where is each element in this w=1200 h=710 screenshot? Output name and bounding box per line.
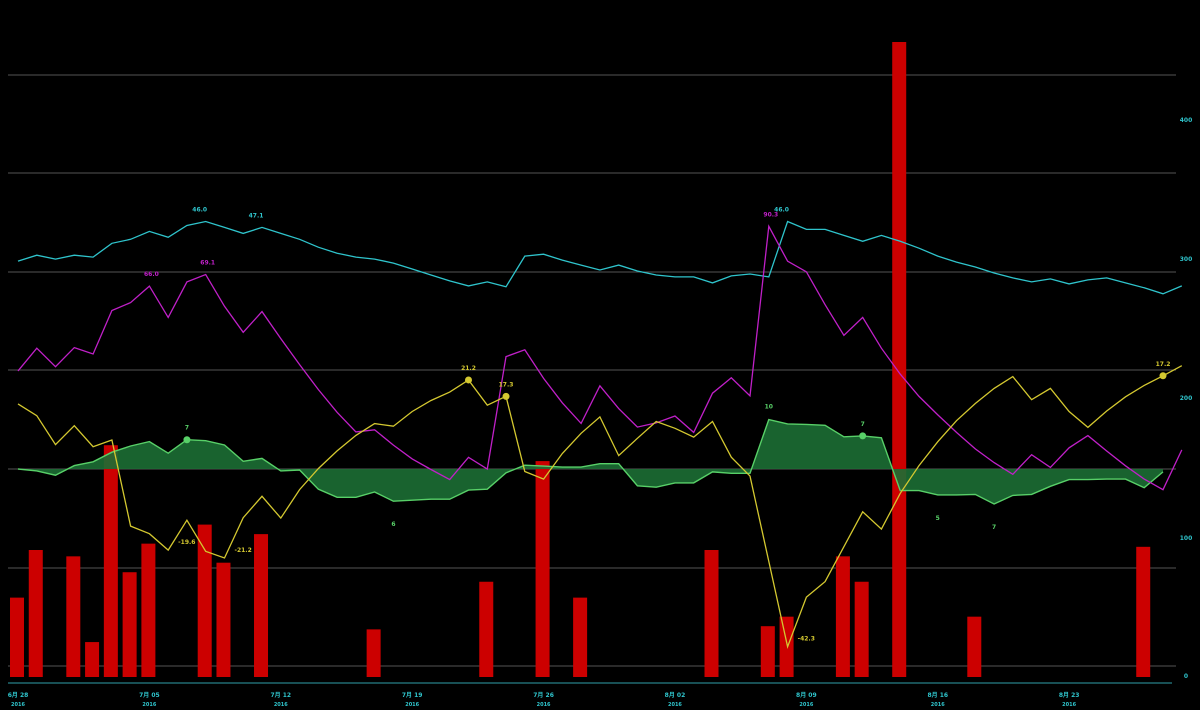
right-tick-0: 0: [1184, 673, 1188, 680]
magenta-label-2: 90.3: [763, 211, 778, 218]
bar-0: [10, 597, 24, 677]
x-tick-day-1: 7月 05: [139, 691, 160, 699]
bar-5: [103, 445, 118, 677]
bar-1: [28, 550, 43, 677]
green-point-label-1: 7: [861, 421, 865, 428]
bar-10: [197, 524, 212, 677]
x-tick-day-0: 6月 28: [8, 691, 29, 699]
bar-60: [1136, 546, 1151, 677]
bar-40: [760, 626, 775, 677]
cyan-label-0: 46.0: [192, 207, 207, 214]
green-label-0: 6: [391, 521, 395, 528]
magenta-label-1: 69.1: [200, 259, 215, 266]
x-tick-day-5: 8月 02: [665, 691, 686, 699]
x-tick-day-3: 7月 19: [402, 691, 423, 699]
yellow-line: [17, 365, 1183, 649]
green-area-line: [17, 418, 1164, 505]
green-point-0: [183, 436, 191, 444]
bar-3: [66, 556, 81, 677]
bar-51: [967, 616, 982, 677]
x-tick-year-8: 2016: [1062, 702, 1076, 708]
right-y-axis: 0 100 200 300 400: [1180, 117, 1193, 680]
yellow-point-2: [1159, 372, 1167, 380]
green-point-label-0: 7: [185, 425, 189, 432]
bar-11: [216, 562, 231, 677]
yellow-label-1: -21.2: [234, 547, 251, 554]
x-tick-day-2: 7月 12: [270, 691, 291, 699]
x-tick-year-7: 2016: [931, 702, 945, 708]
green-point-1: [859, 432, 867, 440]
magenta-line: [17, 224, 1183, 491]
yellow-label-2: -42.3: [798, 636, 815, 643]
bar-41: [779, 616, 794, 677]
bar-series: [10, 42, 1151, 677]
bar-37: [704, 550, 719, 677]
bar-25: [479, 581, 494, 677]
magenta-label-0: 66.0: [144, 271, 159, 278]
cyan-label-2: 46.0: [774, 207, 789, 214]
right-tick-4: 400: [1180, 117, 1193, 124]
x-tick-year-1: 2016: [142, 702, 156, 708]
cyan-label-1: 47.1: [249, 212, 264, 219]
yellow-point-label-0: 21.2: [461, 365, 476, 372]
bar-45: [854, 581, 869, 677]
yellow-point-0: [464, 376, 472, 384]
data-points: [183, 372, 1167, 444]
right-tick-2: 200: [1180, 395, 1193, 402]
bar-4: [85, 642, 100, 677]
yellow-point-1: [502, 392, 510, 400]
bar-6: [122, 572, 137, 677]
x-tick-year-5: 2016: [668, 702, 682, 708]
green-label-2: 7: [992, 524, 996, 531]
bar-47: [892, 42, 907, 677]
yellow-point-label-1: 17.3: [499, 381, 514, 388]
yellow-label-0: -19.6: [178, 539, 195, 546]
x-tick-day-4: 7月 26: [533, 691, 554, 699]
chart-gridlines: [8, 74, 1176, 667]
green-label-3: 10: [765, 404, 773, 411]
line-series: [17, 220, 1183, 649]
x-tick-year-3: 2016: [405, 702, 419, 708]
bar-30: [573, 597, 588, 677]
green-area-series: [17, 418, 1164, 505]
bar-44: [835, 556, 850, 677]
right-tick-3: 300: [1180, 256, 1193, 263]
x-tick-day-7: 8月 16: [927, 691, 948, 699]
right-tick-1: 100: [1180, 535, 1193, 542]
green-area-fill: [18, 419, 1163, 504]
x-tick-day-6: 8月 09: [796, 691, 817, 699]
bar-28: [535, 461, 550, 677]
bar-7: [141, 543, 156, 677]
green-label-1: 5: [936, 515, 940, 522]
x-tick-year-2: 2016: [274, 702, 288, 708]
bar-19: [366, 629, 381, 677]
bar-13: [254, 534, 269, 677]
x-tick-year-0: 2016: [11, 702, 25, 708]
x-tick-year-6: 2016: [799, 702, 813, 708]
yellow-point-label-2: 17.2: [1156, 361, 1171, 368]
x-tick-year-4: 2016: [537, 702, 551, 708]
x-axis: 6月 28 2016 7月 05 2016 7月 12 2016 7月 19 2016 7月 2…: [8, 682, 1172, 708]
data-labels: 21.2 17.3 17.2 7 7 46.0 47.1 46.0 66.0 69.1 90.3 -1…: [144, 207, 1170, 643]
x-tick-day-8: 8月 23: [1059, 691, 1080, 699]
cyan-line: [17, 220, 1183, 295]
